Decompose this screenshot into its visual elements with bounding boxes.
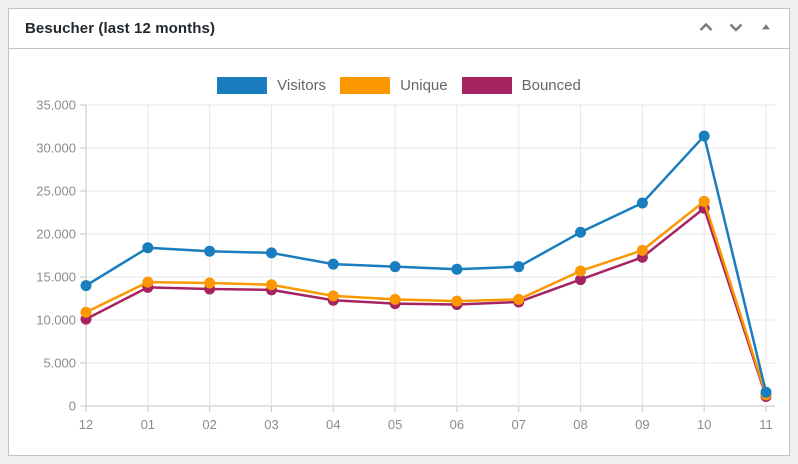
svg-text:04: 04 <box>326 417 340 432</box>
legend-item-visitors[interactable]: Visitors <box>217 77 326 94</box>
svg-text:30.000: 30.000 <box>36 141 76 156</box>
svg-text:02: 02 <box>202 417 216 432</box>
svg-text:08: 08 <box>573 417 587 432</box>
legend-item-bounced[interactable]: Bounced <box>461 77 581 94</box>
legend-swatch-bounced <box>461 77 512 94</box>
legend-label-visitors: Visitors <box>277 77 327 94</box>
triangle-up-icon <box>760 21 772 36</box>
chart-legend: Visitors Unique Bounced <box>9 77 789 94</box>
svg-text:35.000: 35.000 <box>36 98 76 113</box>
chevron-down-icon <box>726 17 746 40</box>
line-chart: 0 5.000 10.000 15.000 20.000 25.000 30.000 35.0… <box>36 98 775 432</box>
widget-header: Besucher (last 12 months) <box>9 9 789 49</box>
legend-item-unique[interactable]: Unique <box>340 77 448 94</box>
move-up-button[interactable] <box>691 14 721 44</box>
dashboard-widget-besucher: Besucher (last 12 months) 0 5.000 10.000 15… <box>8 8 790 456</box>
svg-text:05: 05 <box>388 417 402 432</box>
svg-text:03: 03 <box>264 417 278 432</box>
svg-text:06: 06 <box>450 417 464 432</box>
widget-handle-actions <box>691 14 789 44</box>
svg-text:25.000: 25.000 <box>36 184 76 199</box>
legend-swatch-visitors <box>217 77 268 94</box>
legend-label-unique: Unique <box>400 77 448 94</box>
svg-text:15.000: 15.000 <box>36 270 76 285</box>
svg-text:5.000: 5.000 <box>43 356 76 371</box>
svg-text:12: 12 <box>79 417 93 432</box>
widget-body: 0 5.000 10.000 15.000 20.000 25.000 30.000 35.0… <box>9 49 789 455</box>
toggle-panel-button[interactable] <box>751 14 781 44</box>
move-down-button[interactable] <box>721 14 751 44</box>
chevron-up-icon <box>696 17 716 40</box>
svg-text:10: 10 <box>697 417 711 432</box>
legend-swatch-unique <box>340 77 391 94</box>
svg-text:20.000: 20.000 <box>36 227 76 242</box>
svg-text:11: 11 <box>759 417 773 432</box>
widget-title: Besucher (last 12 months) <box>25 20 216 37</box>
svg-text:01: 01 <box>141 417 155 432</box>
svg-text:09: 09 <box>635 417 649 432</box>
svg-text:10.000: 10.000 <box>36 313 76 328</box>
legend-label-bounced: Bounced <box>521 77 581 94</box>
svg-text:07: 07 <box>511 417 525 432</box>
svg-text:0: 0 <box>69 399 76 414</box>
